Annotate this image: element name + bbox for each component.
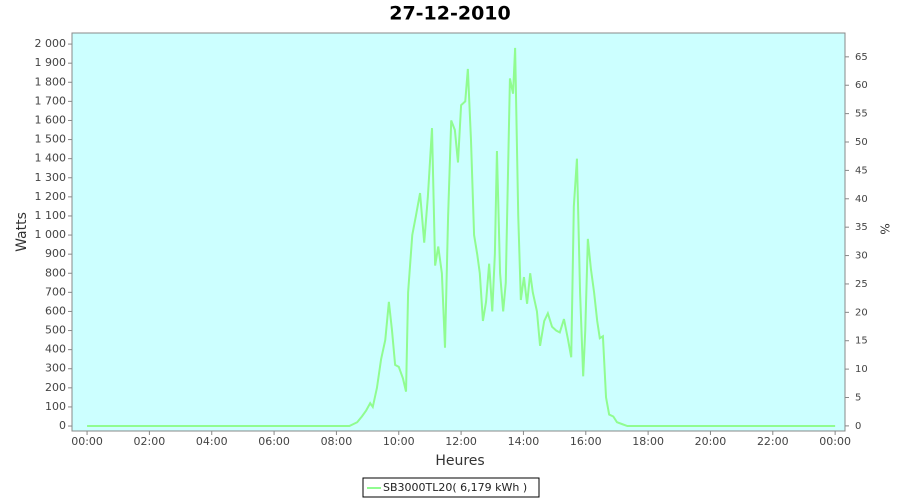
x-tick-label: 08:00 bbox=[321, 435, 353, 448]
y-axis-label: Watts bbox=[14, 212, 30, 252]
series-line bbox=[87, 47, 836, 428]
y2-tick-label: 55 bbox=[855, 109, 868, 120]
x-axis-label: Heures bbox=[435, 453, 484, 469]
y-tick-label: 1 600 bbox=[35, 113, 67, 126]
y2-tick-label: 40 bbox=[855, 194, 868, 205]
y2-tick-label: 45 bbox=[855, 165, 868, 176]
x-tick-label: 06:00 bbox=[258, 435, 290, 448]
y-tick-label: 800 bbox=[45, 266, 66, 279]
x-tick-label: 00:00 bbox=[71, 435, 103, 448]
y-tick-label: 1 300 bbox=[35, 171, 67, 184]
x-tick-label: 14:00 bbox=[508, 435, 540, 448]
x-tick-label: 12:00 bbox=[445, 435, 477, 448]
x-tick-label: 00:00 bbox=[819, 435, 851, 448]
y2-tick-label: 10 bbox=[855, 364, 868, 375]
chart-title: 27-12-2010 bbox=[389, 3, 511, 25]
y-tick-label: 1 100 bbox=[35, 209, 67, 222]
y-tick-label: 900 bbox=[45, 247, 66, 260]
y-tick-label: 0 bbox=[59, 419, 66, 432]
y-tick-label: 600 bbox=[45, 304, 66, 317]
y2-tick-label: 50 bbox=[855, 137, 868, 148]
plot-area bbox=[71, 32, 846, 432]
y-tick-label: 700 bbox=[45, 285, 66, 298]
x-tick-label: 16:00 bbox=[570, 435, 602, 448]
y-tick-label: 200 bbox=[45, 381, 66, 394]
y2-tick-label: 35 bbox=[855, 222, 868, 233]
x-tick-label: 20:00 bbox=[695, 435, 727, 448]
y-tick-label: 300 bbox=[45, 362, 66, 375]
legend-label: SB3000TL20( 6,179 kWh ) bbox=[383, 481, 527, 494]
y2-tick-label: 20 bbox=[855, 307, 868, 318]
x-tick-label: 04:00 bbox=[196, 435, 228, 448]
y-tick-label: 1 900 bbox=[35, 56, 67, 69]
y-tick-label: 1 000 bbox=[35, 228, 67, 241]
y-tick-label: 1 800 bbox=[35, 75, 67, 88]
y2-tick-label: 60 bbox=[855, 80, 868, 91]
y-tick-label: 1 700 bbox=[35, 94, 67, 107]
y-tick-label: 1 400 bbox=[35, 152, 67, 165]
legend-box bbox=[362, 477, 540, 498]
y-tick-label: 500 bbox=[45, 324, 66, 337]
y2-tick-label: 25 bbox=[855, 279, 868, 290]
y-tick-label: 1 500 bbox=[35, 133, 67, 146]
y2-axis-label: % bbox=[878, 223, 892, 234]
y2-tick-label: 15 bbox=[855, 336, 868, 347]
x-tick-label: 10:00 bbox=[383, 435, 415, 448]
y2-tick-label: 65 bbox=[855, 52, 868, 63]
x-tick-label: 18:00 bbox=[632, 435, 664, 448]
y2-tick-label: 5 bbox=[855, 393, 861, 404]
y-tick-label: 2 000 bbox=[35, 37, 67, 50]
y-tick-label: 100 bbox=[45, 400, 66, 413]
x-tick-label: 22:00 bbox=[757, 435, 789, 448]
y2-tick-label: 30 bbox=[855, 251, 868, 262]
x-tick-label: 02:00 bbox=[134, 435, 166, 448]
y-tick-label: 400 bbox=[45, 343, 66, 356]
y-tick-label: 1 200 bbox=[35, 190, 67, 203]
y2-tick-label: 0 bbox=[855, 421, 861, 432]
